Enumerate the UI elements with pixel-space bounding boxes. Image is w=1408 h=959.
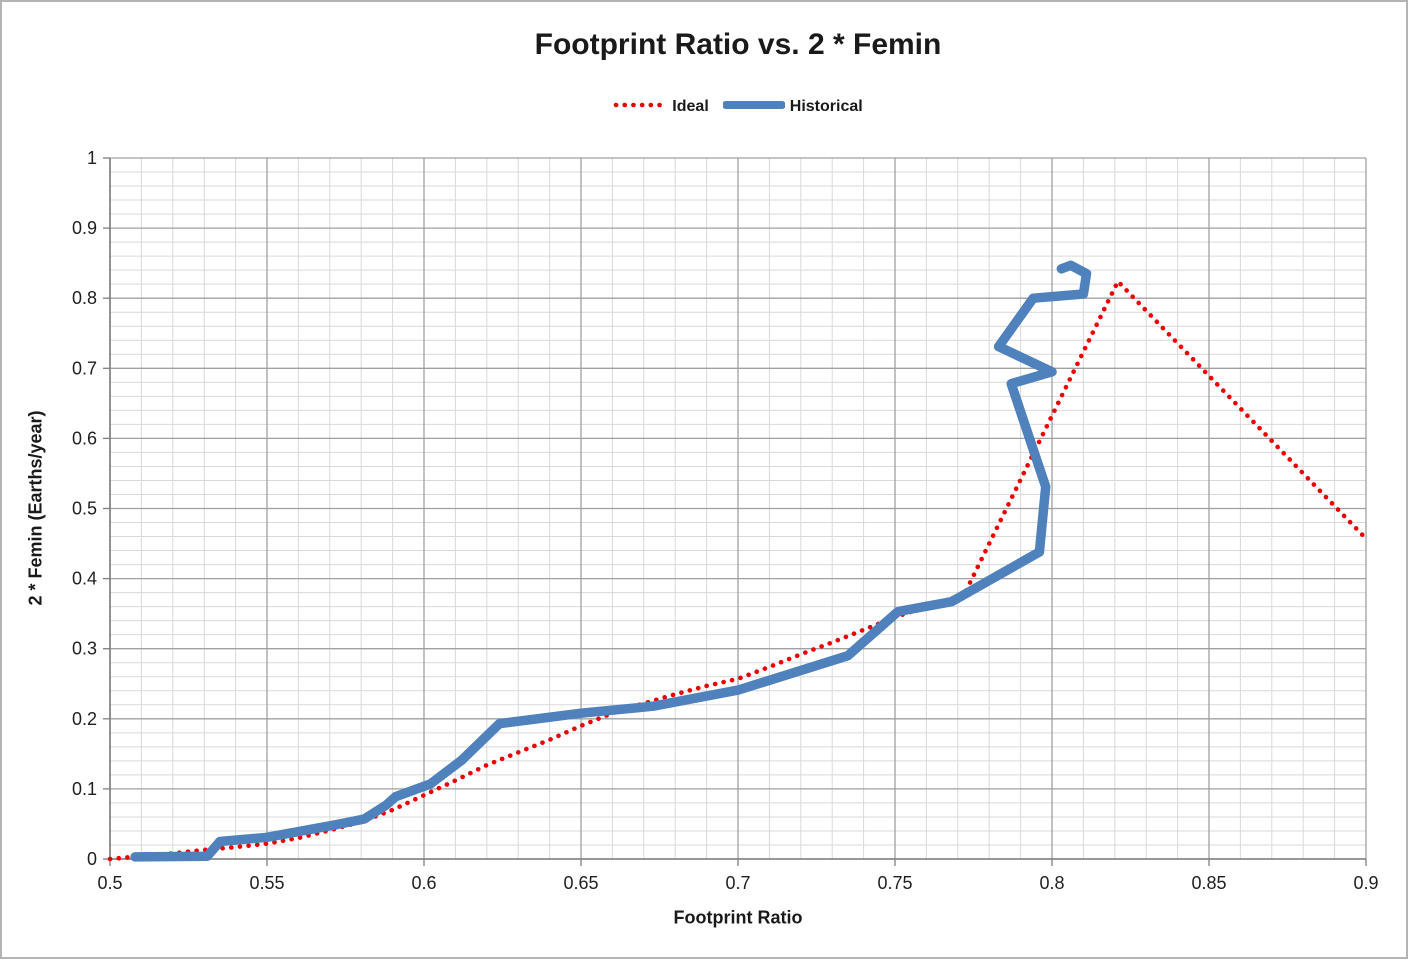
svg-text:0.85: 0.85 [1191,873,1226,893]
svg-text:0.3: 0.3 [72,639,97,659]
axis-lines-and-ticks [103,157,1367,866]
svg-text:0.6: 0.6 [72,428,97,448]
y-tick-labels: 0 0.1 0.2 0.3 0.4 0.5 0.6 0.7 0.8 0.9 1 [72,148,97,869]
x-tick-labels: 0.5 0.55 0.6 0.65 0.7 0.75 0.8 0.85 0.9 [97,873,1378,893]
svg-text:0.65: 0.65 [563,873,598,893]
svg-text:0.5: 0.5 [72,499,97,519]
svg-text:0.7: 0.7 [725,873,750,893]
series-historical [130,260,1092,862]
svg-text:0.7: 0.7 [72,358,97,378]
svg-text:0.5: 0.5 [97,873,122,893]
grid-major [109,157,1367,860]
svg-text:0.55: 0.55 [249,873,284,893]
svg-text:0.9: 0.9 [1353,873,1378,893]
legend-item-historical: Historical [721,98,863,116]
ideal-dotted-line-icon [613,98,667,116]
svg-text:0.6: 0.6 [411,873,436,893]
series-ideal [107,279,1369,862]
svg-text:0: 0 [87,849,97,869]
chart-title: Footprint Ratio vs. 2 * Femin [534,28,942,61]
svg-text:0.75: 0.75 [877,873,912,893]
legend-label-ideal: Ideal [672,98,709,115]
x-axis-title: Footprint Ratio [673,907,803,928]
svg-text:1: 1 [87,148,97,168]
svg-text:0.8: 0.8 [1039,873,1064,893]
historical-solid-line-icon [721,98,786,116]
chart-legend: Ideal Historical [110,98,1366,116]
svg-text:0.8: 0.8 [72,288,97,308]
svg-text:0.4: 0.4 [72,569,97,589]
svg-text:0.1: 0.1 [72,779,97,799]
legend-label-historical: Historical [789,98,863,115]
svg-text:0.2: 0.2 [72,709,97,729]
legend-item-ideal: Ideal [613,98,709,116]
svg-text:0.9: 0.9 [72,218,97,238]
